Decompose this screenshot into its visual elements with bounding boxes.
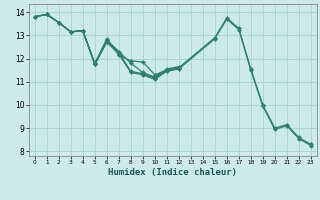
X-axis label: Humidex (Indice chaleur): Humidex (Indice chaleur) [108,168,237,177]
